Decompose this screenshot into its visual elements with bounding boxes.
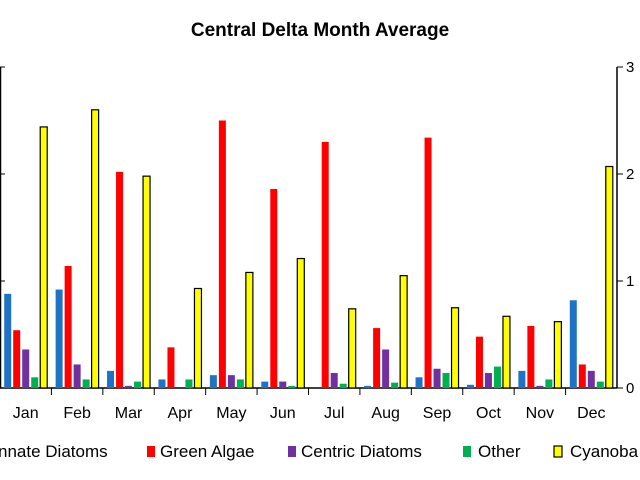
x-tick-label: Aug: [371, 405, 399, 422]
bar-pinnate-diatoms-jan: [4, 293, 12, 388]
x-tick-label: Mar: [115, 405, 143, 422]
bars-group: [4, 109, 614, 389]
bar-other-mar: [134, 381, 142, 388]
bar-green-algae-mar: [116, 171, 124, 388]
bar-other-nov: [545, 379, 553, 388]
plot-frame: [0, 66, 623, 395]
bar-pinnate-diatoms-apr: [158, 379, 166, 388]
bar-centric-diatoms-jun: [279, 381, 287, 388]
bar-centric-diatoms-jul: [330, 373, 338, 388]
bar-centric-diatoms-aug: [382, 349, 390, 388]
bar-pinnate-diatoms-nov: [518, 370, 526, 388]
bar-cyanobacteria-sep: [450, 307, 460, 389]
bar-cyanobacteria-may: [245, 271, 254, 389]
legend-swatch-centric-diatoms: [288, 446, 296, 457]
bar-green-algae-jan: [13, 330, 21, 388]
x-tick-label: Oct: [476, 405, 501, 422]
bar-pinnate-diatoms-feb: [55, 289, 63, 388]
legend-label-green-algae: Green Algae: [160, 442, 255, 461]
bar-green-algae-sep: [424, 137, 432, 388]
bar-green-algae-aug: [373, 328, 381, 388]
x-tick-label: May: [216, 405, 246, 422]
legend-label-cyanobacteria: Cyanoba: [570, 442, 639, 461]
bar-other-aug: [391, 382, 399, 388]
bar-other-jan: [31, 377, 39, 388]
bar-centric-diatoms-dec: [587, 370, 595, 388]
bar-cyanobacteria-jan: [39, 126, 48, 389]
legend-label-centric-diatoms: Centric Diatoms: [301, 442, 422, 461]
bar-green-algae-may: [218, 120, 226, 388]
bar-green-algae-jun: [270, 188, 278, 388]
bar-cyanobacteria-nov: [553, 321, 562, 389]
bar-pinnate-diatoms-aug: [364, 385, 372, 388]
bar-pinnate-diatoms-mar: [107, 370, 115, 388]
bar-pinnate-diatoms-jun: [261, 381, 269, 388]
bar-other-may: [236, 379, 244, 388]
bar-cyanobacteria-jun: [296, 257, 305, 389]
bar-other-sep: [442, 373, 450, 388]
bar-centric-diatoms-sep: [433, 368, 441, 388]
x-tick-label: Apr: [168, 405, 194, 422]
x-tick-label: Jun: [270, 405, 296, 422]
right-axis-tick-label: 0: [626, 380, 634, 397]
bar-centric-diatoms-mar: [125, 385, 133, 388]
bar-other-feb: [82, 379, 90, 388]
right-axis-tick-label: 2: [626, 166, 634, 183]
bar-centric-diatoms-nov: [536, 385, 544, 388]
x-tick-label: Jan: [13, 405, 39, 422]
legend-swatch-green-algae: [147, 446, 155, 457]
bar-pinnate-diatoms-may: [209, 375, 217, 388]
legend-swatch-cyanobacteria: [553, 445, 563, 458]
legend-label-other: Other: [478, 442, 521, 461]
bar-cyanobacteria-oct: [502, 315, 511, 389]
bar-green-algae-nov: [527, 325, 535, 388]
bar-cyanobacteria-jul: [348, 308, 357, 389]
legend-label-pinnate-diatoms: nnate Diatoms: [0, 442, 108, 461]
bar-green-algae-apr: [167, 347, 175, 388]
bar-cyanobacteria-dec: [605, 165, 614, 389]
bar-other-jun: [288, 385, 296, 388]
bar-cyanobacteria-aug: [399, 275, 408, 389]
bar-centric-diatoms-may: [227, 375, 235, 388]
bar-other-jul: [339, 383, 347, 388]
right-axis-tick-label: 3: [626, 59, 634, 76]
bar-other-dec: [596, 381, 604, 388]
bar-centric-diatoms-oct: [484, 373, 492, 388]
bar-green-algae-feb: [64, 266, 72, 388]
bar-cyanobacteria-apr: [193, 287, 203, 389]
bar-green-algae-dec: [578, 364, 586, 388]
chart-title: Central Delta Month Average: [191, 20, 449, 41]
bar-cyanobacteria-mar: [142, 175, 151, 389]
bar-pinnate-diatoms-dec: [569, 300, 577, 388]
x-tick-label: Dec: [577, 405, 605, 422]
x-tick-label: Feb: [63, 405, 91, 422]
bar-centric-diatoms-feb: [73, 364, 81, 388]
x-tick-label: Nov: [526, 405, 554, 422]
bar-pinnate-diatoms-oct: [466, 384, 474, 388]
x-tick-label: Jul: [324, 405, 344, 422]
bar-other-oct: [493, 366, 501, 388]
legend: nnate Diatoms Green Algae Centric Diatoms O…: [0, 442, 639, 461]
bar-other-apr: [185, 379, 193, 388]
bar-pinnate-diatoms-sep: [415, 377, 423, 388]
x-axis-labels: Jan Feb Mar Apr May Jun Jul Aug Sep Oct Nov Dec: [13, 405, 606, 422]
bar-green-algae-oct: [475, 336, 483, 388]
right-axis-tick-labels: 3 2 1 0: [626, 59, 634, 397]
x-tick-label: Sep: [423, 405, 452, 422]
bar-green-algae-jul: [321, 141, 329, 388]
bar-cyanobacteria-feb: [91, 109, 100, 389]
legend-swatch-other: [463, 446, 471, 457]
right-axis-tick-label: 1: [626, 273, 634, 290]
bar-centric-diatoms-jan: [22, 349, 30, 388]
